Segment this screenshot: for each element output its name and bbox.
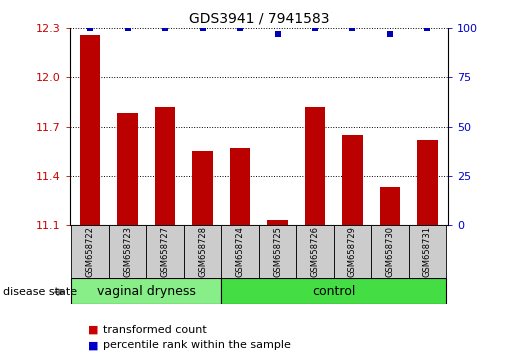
- Text: GSM658727: GSM658727: [161, 226, 169, 277]
- Text: GSM658729: GSM658729: [348, 226, 357, 277]
- Bar: [259, 225, 296, 278]
- Text: disease state: disease state: [3, 287, 77, 297]
- Point: [423, 25, 432, 31]
- Point: [161, 25, 169, 31]
- Bar: [117, 113, 138, 225]
- Bar: [72, 278, 221, 304]
- Point: [124, 25, 132, 31]
- Text: percentile rank within the sample: percentile rank within the sample: [103, 340, 291, 350]
- Text: ■: ■: [88, 340, 98, 350]
- Bar: [80, 35, 100, 225]
- Bar: [409, 225, 446, 278]
- Point: [273, 32, 282, 37]
- Bar: [155, 107, 176, 225]
- Point: [348, 25, 356, 31]
- Title: GDS3941 / 7941583: GDS3941 / 7941583: [188, 12, 329, 26]
- Bar: [184, 225, 221, 278]
- Point: [386, 32, 394, 37]
- Text: GSM658725: GSM658725: [273, 226, 282, 277]
- Bar: [230, 148, 250, 225]
- Text: control: control: [312, 285, 355, 298]
- Text: GSM658724: GSM658724: [235, 226, 245, 277]
- Bar: [342, 135, 363, 225]
- Text: GSM658731: GSM658731: [423, 226, 432, 277]
- Bar: [146, 225, 184, 278]
- Bar: [72, 225, 109, 278]
- Text: GSM658726: GSM658726: [311, 226, 319, 277]
- Bar: [417, 139, 438, 225]
- Point: [311, 25, 319, 31]
- Text: GSM658728: GSM658728: [198, 226, 207, 277]
- Bar: [192, 151, 213, 225]
- Text: GSM658730: GSM658730: [385, 226, 394, 277]
- Bar: [305, 107, 325, 225]
- Bar: [267, 220, 288, 225]
- Bar: [221, 278, 446, 304]
- Point: [236, 25, 244, 31]
- Bar: [334, 225, 371, 278]
- Point: [198, 25, 207, 31]
- Bar: [109, 225, 146, 278]
- Bar: [221, 225, 259, 278]
- Text: GSM658723: GSM658723: [123, 226, 132, 277]
- Bar: [380, 187, 400, 225]
- Bar: [371, 225, 409, 278]
- Text: vaginal dryness: vaginal dryness: [97, 285, 196, 298]
- Bar: [296, 225, 334, 278]
- Text: GSM658722: GSM658722: [85, 226, 95, 277]
- Text: ■: ■: [88, 325, 98, 335]
- Text: transformed count: transformed count: [103, 325, 207, 335]
- Point: [86, 25, 94, 31]
